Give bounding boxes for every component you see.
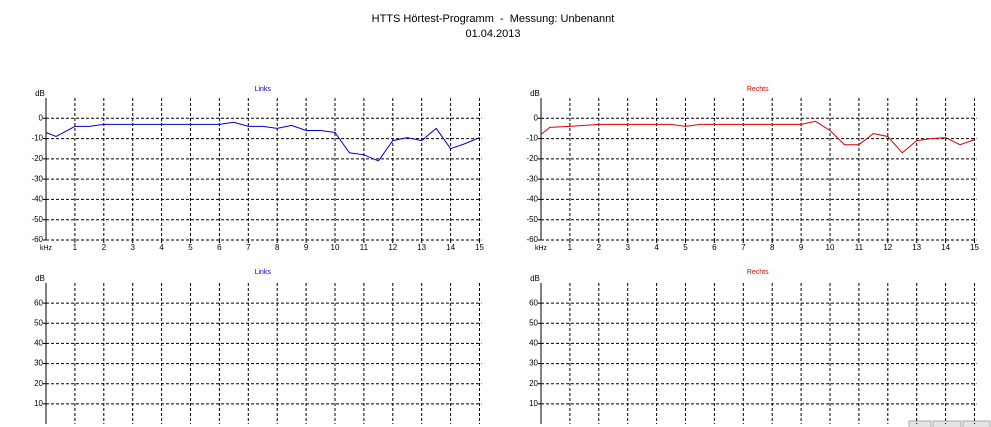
y-tick-label: -20 [31, 154, 43, 163]
y-tick-label: -60 [31, 235, 43, 244]
y-tick-label: 30 [529, 359, 538, 368]
y-tick-label: 60 [34, 298, 43, 307]
x-tick-label: 1 [73, 243, 78, 252]
x-tick-label: 13 [912, 243, 921, 252]
x-tick-label: 4 [654, 243, 659, 252]
y-tick-label: 60 [529, 298, 538, 307]
y-tick-label: -10 [526, 134, 538, 143]
x-tick-label: 2 [597, 243, 602, 252]
x-tick-label: 3 [625, 243, 630, 252]
y-axis-label: dB [35, 274, 45, 283]
page-title: HTTS Hörtest-Programm - Messung: Unbenan… [372, 13, 615, 25]
y-tick-label: -50 [31, 215, 43, 224]
chart-title: Rechts [747, 269, 769, 276]
y-tick-label: -50 [526, 215, 538, 224]
x-tick-label: 10 [331, 243, 340, 252]
x-tick-label: 4 [159, 243, 164, 252]
window-button[interactable] [932, 420, 962, 427]
x-tick-label: 8 [275, 243, 280, 252]
chart-title: Links [255, 86, 272, 93]
y-tick-label: 10 [34, 399, 43, 408]
y-tick-label: -10 [31, 134, 43, 143]
y-tick-label: -40 [31, 195, 43, 204]
x-tick-label: 3 [130, 243, 135, 252]
chart-title: Links [255, 269, 272, 276]
x-tick-label: 14 [941, 243, 950, 252]
x-tick-label: 5 [188, 243, 193, 252]
page-date: 01.04.2013 [465, 28, 520, 40]
x-tick-label: 6 [217, 243, 222, 252]
chart-title: Rechts [747, 86, 769, 93]
x-axis-label: kHz [40, 245, 53, 252]
x-tick-label: 9 [799, 243, 804, 252]
y-tick-label: 20 [34, 379, 43, 388]
x-tick-label: 6 [712, 243, 717, 252]
y-tick-label: -20 [526, 154, 538, 163]
x-tick-label: 15 [475, 243, 484, 252]
y-tick-label: -30 [526, 174, 538, 183]
x-tick-label: 5 [683, 243, 688, 252]
x-tick-label: 12 [883, 243, 892, 252]
x-tick-label: 2 [102, 243, 107, 252]
x-tick-label: 14 [446, 243, 455, 252]
data-line [540, 120, 975, 154]
y-tick-label: 40 [529, 339, 538, 348]
x-tick-label: 9 [304, 243, 309, 252]
x-tick-label: 10 [826, 243, 835, 252]
y-tick-label: 20 [529, 379, 538, 388]
x-tick-label: 11 [360, 243, 369, 252]
y-tick-label: 40 [34, 339, 43, 348]
window-button[interactable] [908, 420, 932, 427]
y-tick-label: 50 [529, 318, 538, 327]
x-tick-label: 13 [417, 243, 426, 252]
data-line [45, 121, 480, 162]
x-axis-label: kHz [535, 245, 548, 252]
x-tick-label: 12 [388, 243, 397, 252]
window-button[interactable] [962, 420, 991, 427]
y-axis-label: dB [530, 89, 540, 98]
y-tick-label: 30 [34, 359, 43, 368]
y-axis-label: dB [35, 89, 45, 98]
x-tick-label: 15 [970, 243, 979, 252]
y-axis-label: dB [530, 274, 540, 283]
x-tick-label: 7 [741, 243, 746, 252]
y-tick-label: -60 [526, 235, 538, 244]
y-tick-label: -30 [31, 174, 43, 183]
x-tick-label: 11 [855, 243, 864, 252]
x-tick-label: 8 [770, 243, 775, 252]
y-tick-label: 0 [534, 113, 539, 122]
x-tick-label: 7 [246, 243, 251, 252]
y-tick-label: 10 [529, 399, 538, 408]
y-tick-label: 0 [39, 113, 44, 122]
y-tick-label: 50 [34, 318, 43, 327]
x-tick-label: 1 [568, 243, 573, 252]
y-tick-label: -40 [526, 195, 538, 204]
